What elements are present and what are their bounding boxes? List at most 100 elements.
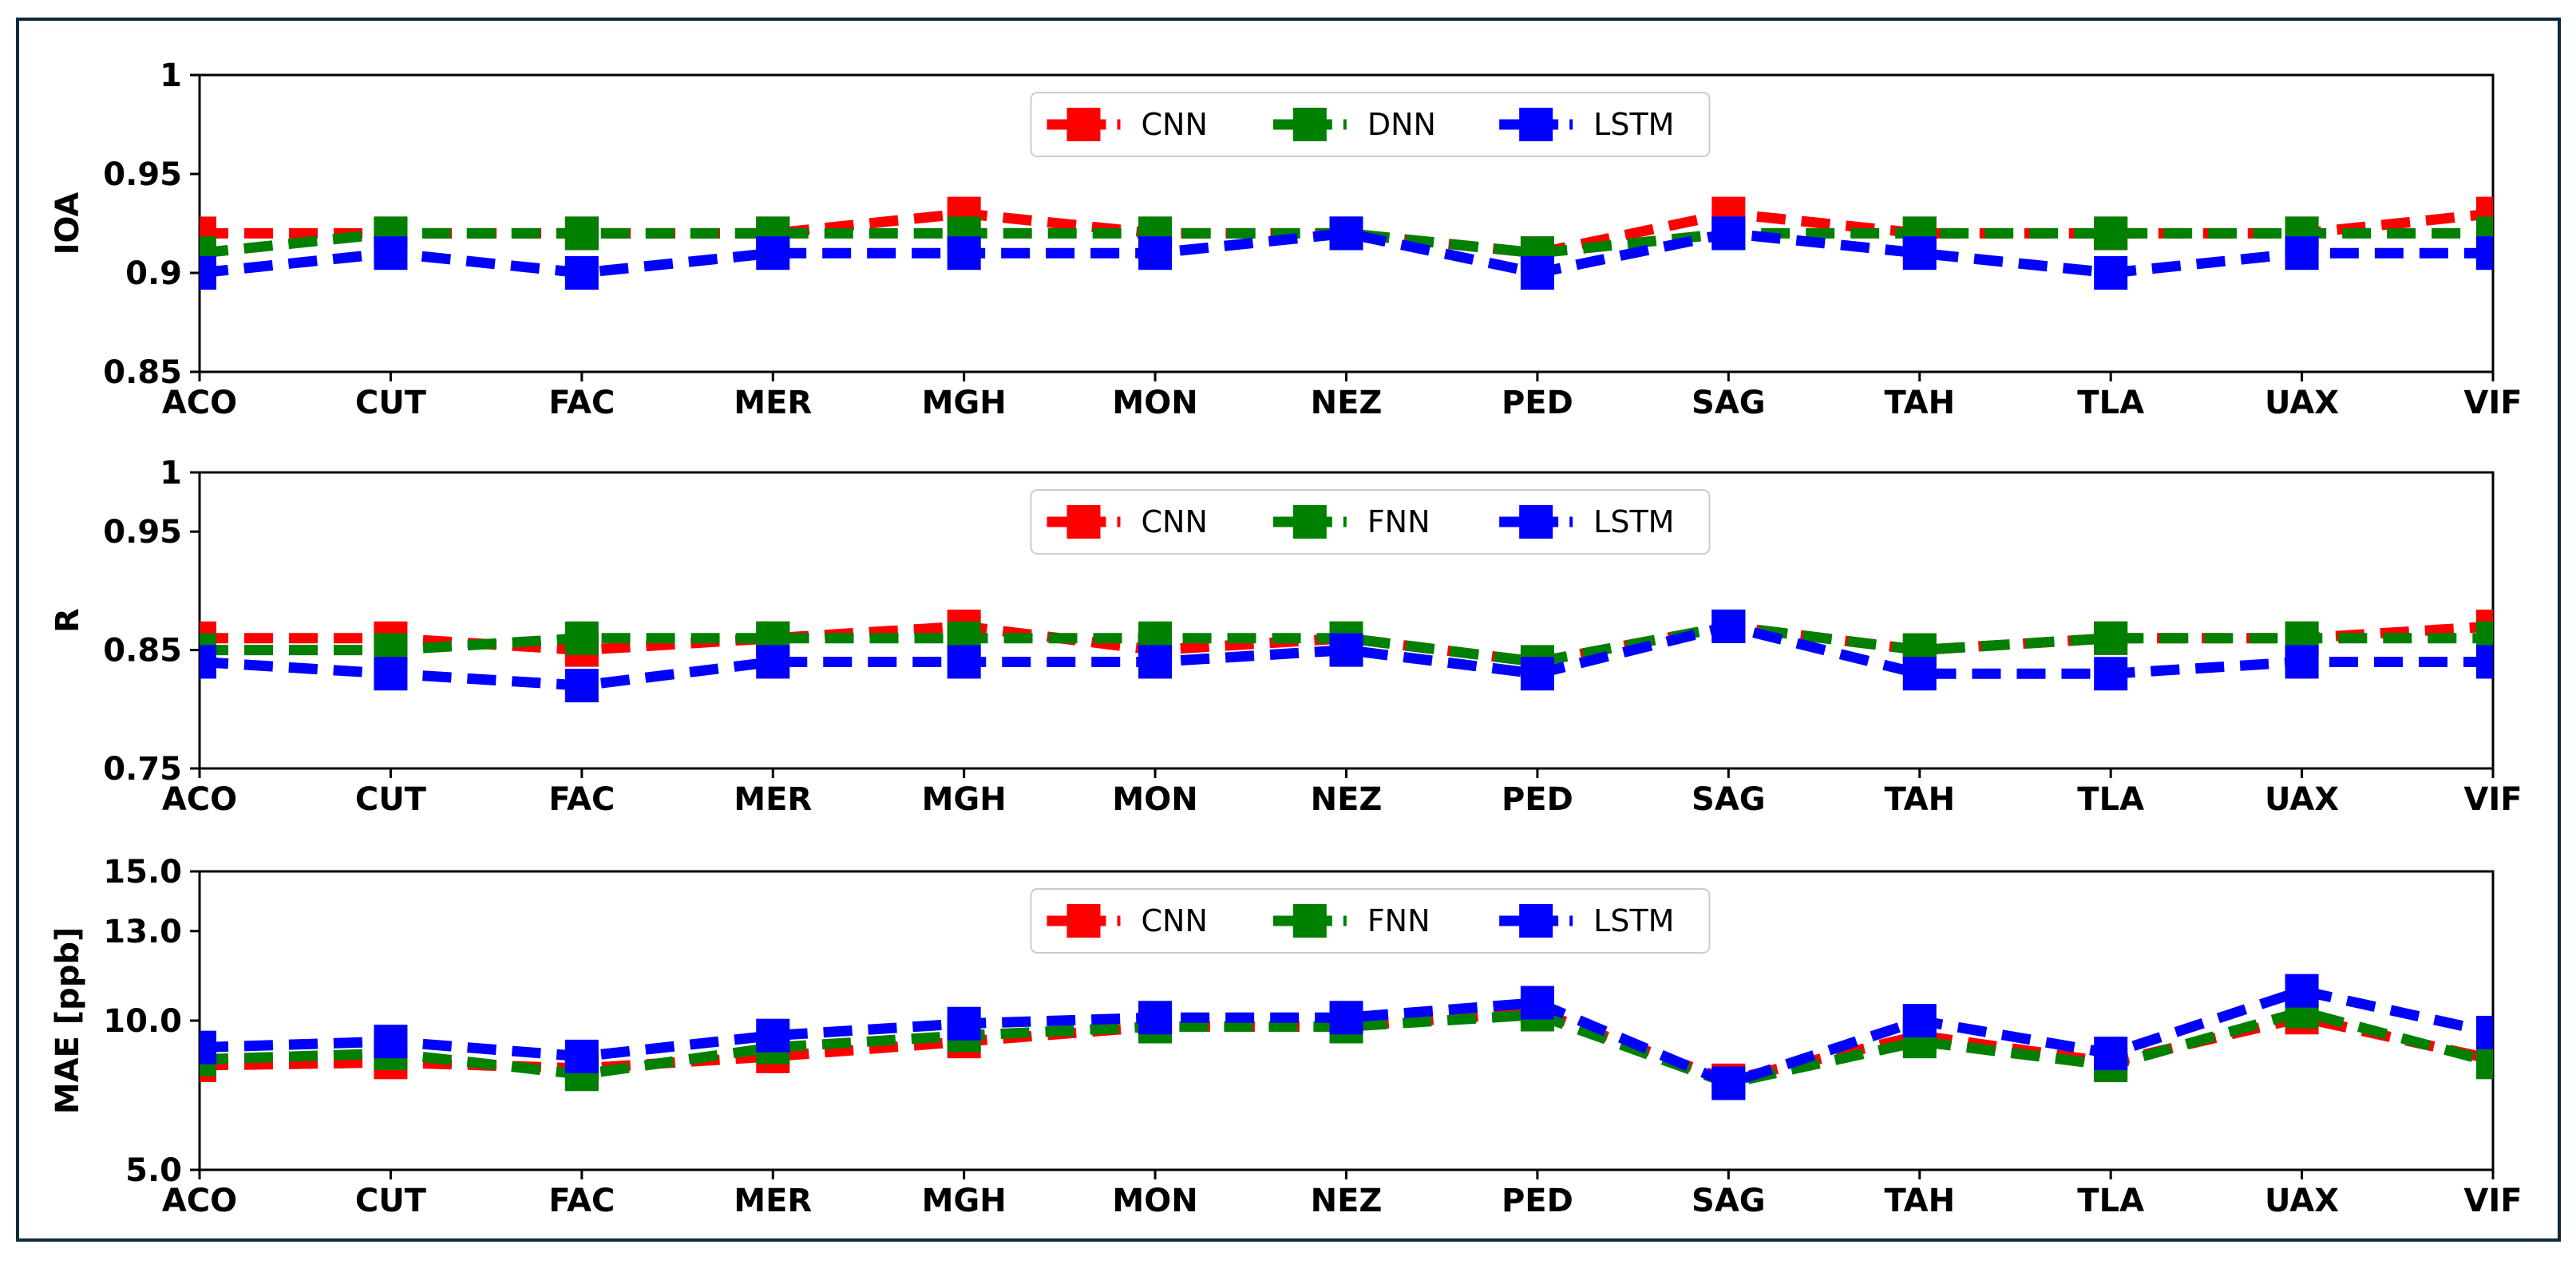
data-point-lstm [2476, 236, 2493, 271]
x-tick-label: ACO [162, 1183, 237, 1219]
legend-marker-cnn [1066, 108, 1101, 141]
data-point-lstm [1329, 633, 1363, 667]
data-point-lstm [756, 645, 790, 679]
x-tick-label: PED [1502, 781, 1573, 818]
y-tick-label: 0.9 [125, 255, 182, 292]
x-tick-label: VIF [2463, 385, 2522, 421]
x-tick-label: MGH [922, 781, 1007, 818]
x-tick-label: PED [1502, 385, 1573, 421]
x-tick-label: MGH [922, 385, 1007, 421]
y-axis-label: MAE [ppb] [49, 927, 86, 1114]
data-point-lstm [1711, 1066, 1746, 1100]
x-tick-label: VIF [2463, 1183, 2522, 1219]
x-tick-label: MON [1112, 385, 1197, 421]
data-point-lstm [947, 236, 981, 271]
data-point-lstm [756, 1018, 790, 1053]
y-axis-label: IOA [49, 192, 86, 255]
x-tick-label: FAC [548, 1183, 615, 1219]
data-point-lstm [1138, 1001, 1173, 1035]
data-point-dnn [564, 216, 599, 251]
plot-series-group [200, 974, 2493, 1100]
x-tick-label: FAC [548, 385, 615, 421]
y-tick-label: 10.0 [103, 1003, 182, 1040]
x-tick-label: CUT [355, 781, 427, 818]
x-tick-label: NEZ [1311, 781, 1383, 818]
data-point-lstm [1520, 657, 1554, 691]
x-tick-label: TAH [1884, 781, 1955, 818]
x-tick-label: UAX [2265, 1183, 2339, 1219]
data-point-lstm [1711, 216, 1746, 251]
x-tick-label: UAX [2265, 385, 2339, 421]
data-point-lstm [200, 256, 216, 290]
data-point-lstm [1902, 657, 1937, 691]
x-tick-label: MER [734, 385, 812, 421]
x-tick-label: ACO [162, 385, 237, 421]
legend-label-dnn: DNN [1367, 107, 1436, 142]
legend-marker-lstm [1519, 108, 1553, 141]
plot-series-group [200, 609, 2493, 703]
legend-label-fnn: FNN [1367, 903, 1430, 938]
legend-label-fnn: FNN [1367, 504, 1430, 539]
chart-panel-1: 0.85 0.9 0.95 1 ACO CUT FAC MER MGH MON NEZ PED SAG T… [49, 57, 2523, 421]
y-axis-label: R [49, 608, 86, 633]
legend-label-lstm: LSTM [1593, 903, 1674, 938]
data-point-lstm [374, 657, 408, 691]
y-tick-label: 1 [160, 57, 182, 94]
data-point-lstm [2094, 256, 2128, 290]
data-point-fnn [2094, 621, 2128, 655]
data-point-lstm [1520, 986, 1554, 1020]
x-tick-label: MON [1112, 1183, 1197, 1219]
y-tick-label: 15.0 [103, 854, 182, 891]
data-point-lstm [1138, 645, 1173, 679]
data-point-fnn [2476, 1045, 2493, 1080]
legend-label-lstm: LSTM [1593, 504, 1674, 539]
legend: CNN FNN LSTM [1030, 888, 1711, 954]
x-tick-label: ACO [162, 781, 237, 818]
x-tick-label: PED [1502, 1183, 1573, 1219]
legend-marker-fnn [1292, 505, 1327, 539]
data-point-lstm [564, 256, 599, 290]
data-point-lstm [1329, 216, 1363, 251]
x-tick-label: SAG [1692, 781, 1766, 818]
data-point-lstm [947, 1006, 981, 1041]
data-point-lstm [1138, 236, 1173, 271]
legend-marker-lstm [1519, 904, 1553, 938]
legend: CNN DNN LSTM [1030, 92, 1711, 157]
legend-label-cnn: CNN [1142, 504, 1208, 539]
data-point-lstm [564, 669, 599, 703]
legend-marker-cnn [1066, 904, 1101, 938]
x-tick-label: TAH [1884, 1183, 1955, 1219]
data-point-lstm [200, 1030, 216, 1065]
chart-panel-2: 0.75 0.85 0.95 1 ACO CUT FAC MER MGH MON NEZ PED SAG… [49, 455, 2523, 818]
x-tick-label: MER [734, 1183, 812, 1219]
x-tick-label: SAG [1692, 385, 1766, 421]
x-tick-label: TLA [2077, 781, 2144, 818]
data-point-lstm [756, 236, 790, 271]
data-point-lstm [200, 645, 216, 679]
data-point-lstm [2285, 974, 2319, 1008]
data-point-lstm [374, 236, 408, 271]
data-point-lstm [947, 645, 981, 679]
x-tick-label: MGH [922, 1183, 1007, 1219]
plot-series-group [200, 196, 2493, 290]
legend-label-lstm: LSTM [1593, 107, 1674, 142]
x-tick-label: CUT [355, 1183, 427, 1219]
x-tick-label: TLA [2077, 385, 2144, 421]
legend-marker-fnn [1292, 904, 1327, 938]
panels: 0.85 0.9 0.95 1 ACO CUT FAC MER MGH MON NEZ PED SAG T… [49, 57, 2523, 1219]
legend-label-cnn: CNN [1142, 903, 1208, 938]
data-point-lstm [564, 1039, 599, 1073]
data-point-lstm [2476, 645, 2493, 679]
data-point-lstm [1902, 236, 1937, 271]
data-point-lstm [2476, 1015, 2493, 1049]
x-tick-label: MON [1112, 781, 1197, 818]
data-point-lstm [1902, 1004, 1937, 1037]
x-tick-label: CUT [355, 385, 427, 421]
legend-marker-cnn [1066, 505, 1101, 539]
x-tick-label: FAC [548, 781, 615, 818]
data-point-lstm [1711, 609, 1746, 643]
legend-marker-dnn [1292, 108, 1327, 141]
x-tick-label: UAX [2265, 781, 2339, 818]
x-tick-label: MER [734, 781, 812, 818]
